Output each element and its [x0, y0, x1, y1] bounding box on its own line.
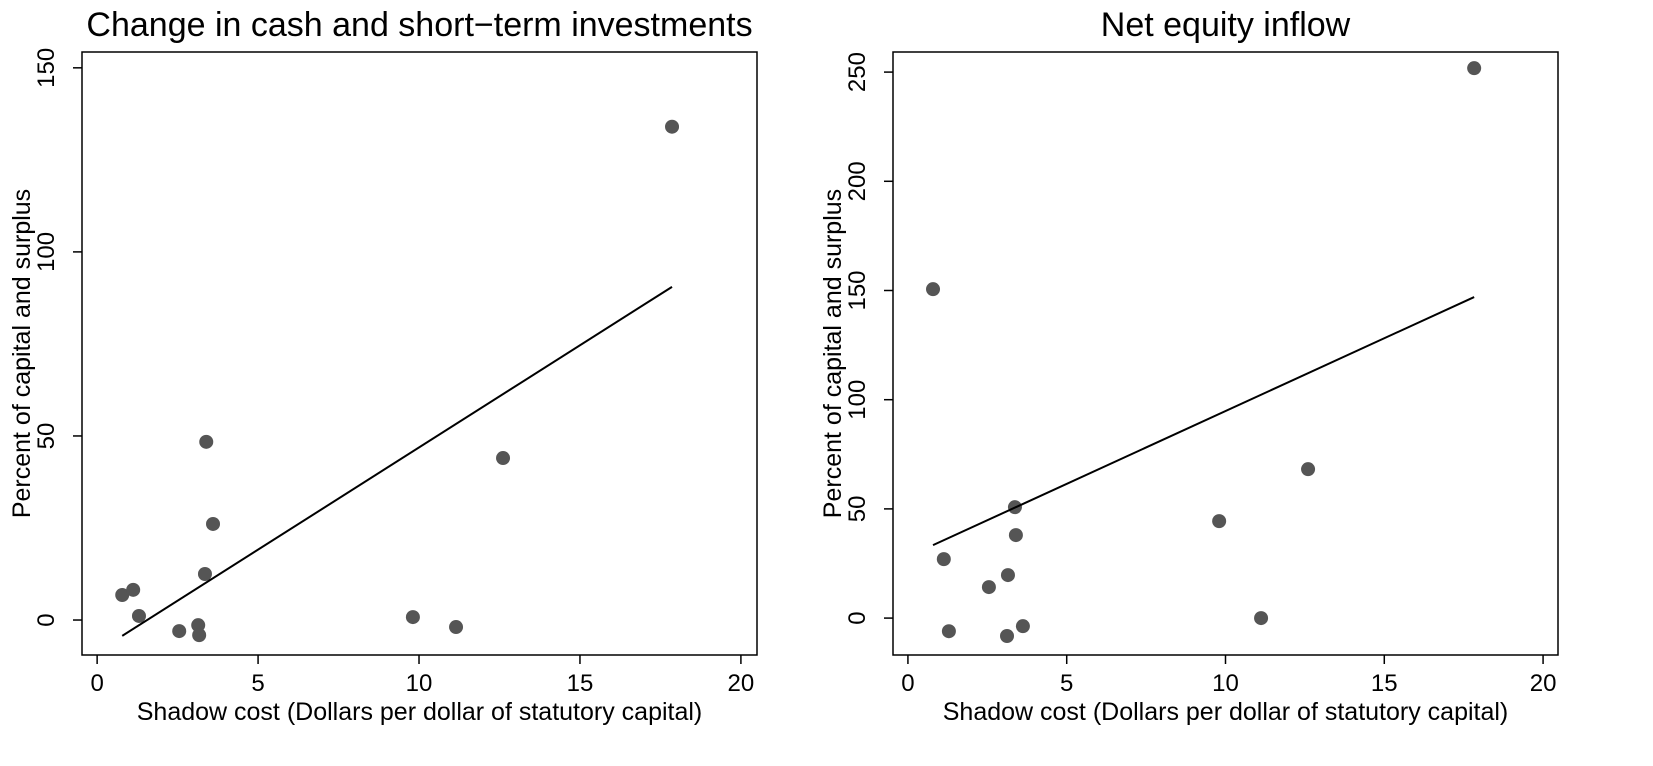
x-tick-label: 10	[1212, 670, 1239, 697]
point	[1301, 462, 1316, 477]
chart-title: Net equity inflow	[1101, 6, 1351, 44]
point	[1212, 514, 1227, 529]
x-axis-label: Shadow cost (Dollars per dollar of statu…	[137, 698, 703, 726]
plot-frame	[81, 51, 758, 656]
point	[936, 552, 951, 567]
point	[192, 628, 207, 643]
chart-title: Change in cash and short−term investment…	[86, 6, 752, 44]
x-tick-label: 10	[406, 670, 433, 697]
x-tick-label: 20	[728, 670, 755, 697]
y-tick-label: 0	[33, 613, 60, 626]
y-tick-label: 150	[33, 48, 60, 88]
fit-line	[932, 296, 1475, 547]
y-tick-label: 50	[844, 496, 871, 523]
y-tick-label: 200	[844, 161, 871, 201]
point	[1000, 628, 1015, 643]
point	[981, 580, 996, 595]
point	[199, 434, 214, 449]
y-axis-label: Percent of capital and surplus	[819, 189, 847, 518]
point	[206, 516, 221, 531]
point	[1015, 619, 1030, 634]
x-tick-label: 15	[567, 670, 594, 697]
y-tick-label: 50	[33, 423, 60, 450]
x-tick-label: 15	[1371, 670, 1398, 697]
point	[115, 587, 130, 602]
point	[172, 624, 187, 639]
point	[926, 282, 941, 297]
point	[126, 582, 141, 597]
x-tick-label: 5	[251, 670, 264, 697]
plot-frame	[892, 51, 1559, 656]
x-tick-label: 5	[1060, 670, 1073, 697]
point	[496, 451, 511, 466]
x-tick-label: 0	[901, 670, 914, 697]
point	[1008, 528, 1023, 543]
y-tick-label: 250	[844, 52, 871, 92]
point	[1467, 61, 1482, 76]
y-tick-label: 100	[844, 380, 871, 420]
point	[1000, 568, 1015, 583]
point	[449, 620, 464, 635]
y-tick-label: 100	[33, 232, 60, 272]
point	[405, 610, 420, 625]
point	[941, 624, 956, 639]
y-tick-label: 150	[844, 270, 871, 310]
x-tick-label: 0	[90, 670, 103, 697]
point	[1254, 611, 1269, 626]
point	[131, 608, 146, 623]
x-tick-label: 20	[1530, 670, 1557, 697]
y-tick-label: 0	[844, 611, 871, 624]
fit-line	[121, 286, 673, 637]
y-axis-label: Percent of capital and surplus	[8, 189, 36, 518]
point	[665, 119, 680, 134]
point	[197, 567, 212, 582]
x-axis-label: Shadow cost (Dollars per dollar of statu…	[943, 698, 1509, 726]
